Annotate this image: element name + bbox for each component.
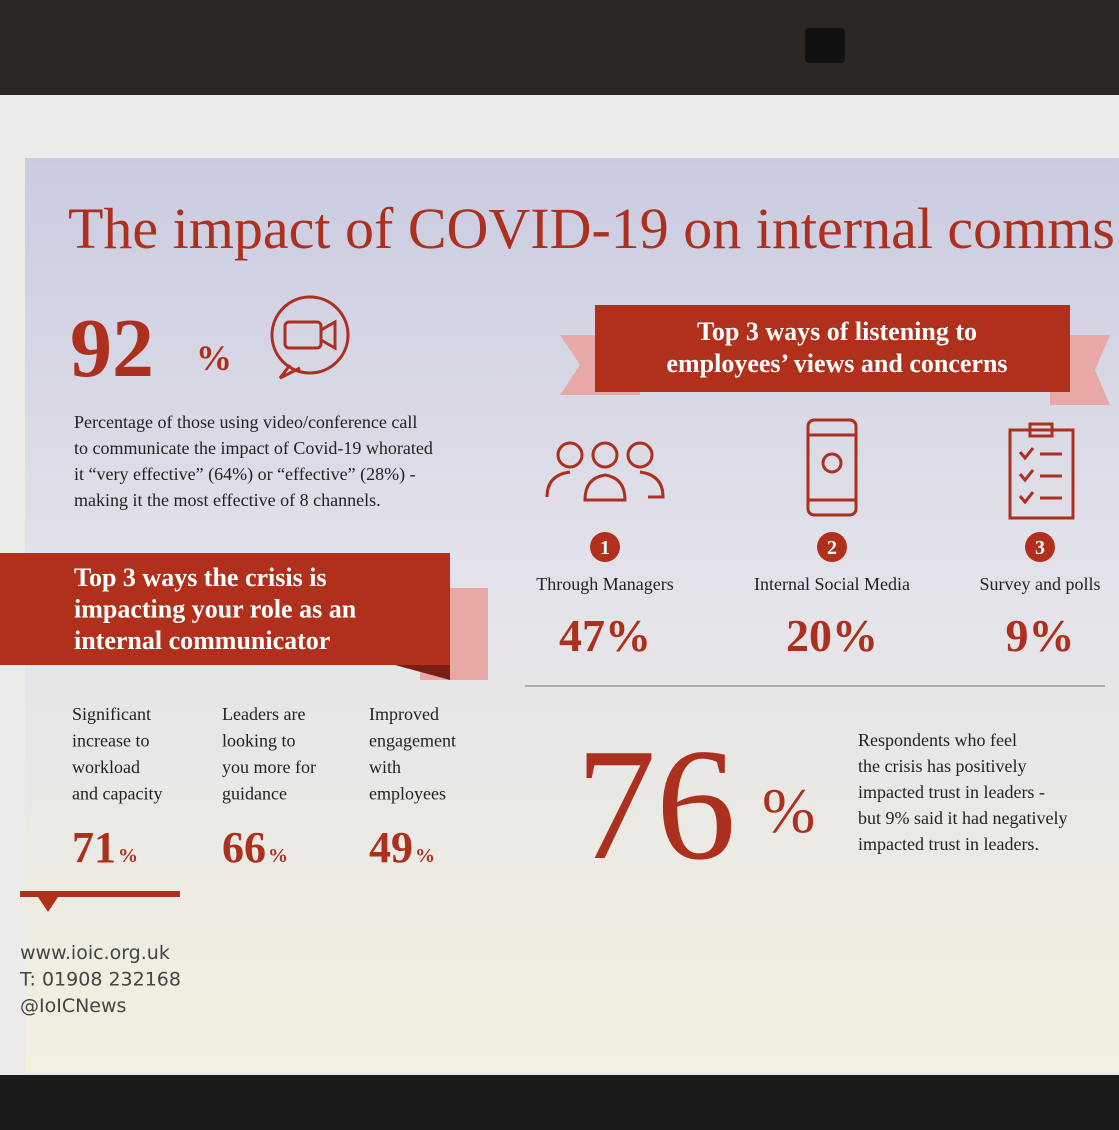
heading-line: impacting your role as an (74, 595, 357, 624)
description-line: it “very effective” (64%) or “effective”… (74, 464, 416, 485)
video-stat-value: 92 (70, 302, 154, 395)
video-stat-unit: % (196, 338, 232, 378)
label: Internal Social Media (754, 574, 910, 594)
label-line: and capacity (72, 784, 162, 804)
crisis-item: Significant increase to workload and capaci… (72, 704, 162, 872)
value: 20% (786, 610, 878, 661)
people-icon (545, 441, 665, 502)
label-line: engagement (369, 731, 456, 751)
camera (805, 28, 845, 63)
listening-banner (595, 305, 1070, 392)
video-call-icon (270, 295, 350, 380)
unit: % (415, 845, 435, 867)
trust-description: Respondents who feel the crisis has posit… (858, 730, 1067, 854)
listening-item: 3 Survey and polls 9% (980, 532, 1101, 661)
value: 66 (222, 823, 266, 872)
heading-line: Top 3 ways of listening to (697, 317, 977, 346)
phone-icon (806, 418, 858, 517)
bezel-bottom (0, 1075, 1119, 1130)
bezel-top (0, 0, 1119, 95)
listening-item: 1 Through Managers 47% (536, 532, 674, 661)
description-line: impacted trust in leaders - (858, 782, 1045, 802)
label-line: increase to (72, 731, 149, 751)
heading-line: employees’ views and concerns (666, 349, 1007, 378)
value: 49 (369, 823, 413, 872)
rank-badge (1025, 532, 1055, 562)
label-line: workload (72, 757, 140, 777)
ribbon-fold (395, 665, 450, 680)
listening-heading: Top 3 ways of listening to employees’ vie… (666, 317, 1007, 378)
rank: 2 (827, 537, 837, 559)
contact-line: T: 01908 232168 (19, 969, 181, 991)
listening-item: 2 Internal Social Media 20% (754, 532, 910, 661)
crisis-item: Improved engagement with employees 49% (369, 704, 456, 872)
rank-badge (817, 532, 847, 562)
underline-pointer (38, 897, 58, 912)
label-line: with (369, 757, 401, 777)
underline-bar (20, 891, 180, 897)
clipboard-icon (1008, 422, 1075, 520)
value: 47% (559, 610, 651, 661)
description-line: to communicate the impact of Covid-19 wh… (74, 438, 433, 458)
label: Through Managers (536, 574, 673, 594)
contact-line: @IoICNews (20, 995, 126, 1017)
description-line: impacted trust in leaders. (858, 834, 1039, 854)
label-line: Leaders are (222, 704, 305, 724)
label-line: guidance (222, 784, 287, 804)
unit: % (118, 845, 138, 867)
rank: 1 (600, 537, 610, 559)
label-line: looking to (222, 731, 296, 751)
label-line: employees (369, 784, 446, 804)
description-line: but 9% said it had negatively (858, 808, 1067, 828)
heading-line: Top 3 ways the crisis is (74, 563, 327, 592)
label-line: Improved (369, 704, 439, 724)
video-stat-description: Percentage of those using video/conferen… (74, 412, 433, 510)
value: 9% (1006, 610, 1075, 661)
trust-unit: % (762, 775, 815, 846)
value: 71 (72, 823, 116, 872)
label-line: Significant (72, 704, 151, 724)
contact: www.ioic.org.uk T: 01908 232168 @IoICNews (19, 942, 181, 1017)
rank: 3 (1035, 537, 1045, 559)
rank-badge (590, 532, 620, 562)
crisis-heading: Top 3 ways the crisis is impacting your r… (74, 563, 357, 655)
description-line: making it the most effective of 8 channe… (74, 490, 381, 510)
unit: % (268, 845, 288, 867)
heading-line: internal communicator (74, 626, 330, 655)
label: Survey and polls (980, 574, 1101, 594)
listening-items: 1 Through Managers 47% 2 Internal Social Med… (536, 532, 1101, 661)
contact-line: www.ioic.org.uk (20, 942, 170, 964)
label-line: you more for (222, 757, 316, 777)
title: The impact of COVID-19 on internal comms (68, 196, 1115, 261)
crisis-items: Significant increase to workload and capaci… (72, 704, 456, 872)
crisis-banner (0, 553, 450, 665)
description-line: the crisis has positively (858, 756, 1026, 776)
description-line: Percentage of those using video/conferen… (74, 412, 417, 432)
trust-value: 76 (576, 715, 736, 893)
description-line: Respondents who feel (858, 730, 1017, 750)
crisis-item: Leaders are looking to you more for guidanc… (222, 704, 316, 872)
